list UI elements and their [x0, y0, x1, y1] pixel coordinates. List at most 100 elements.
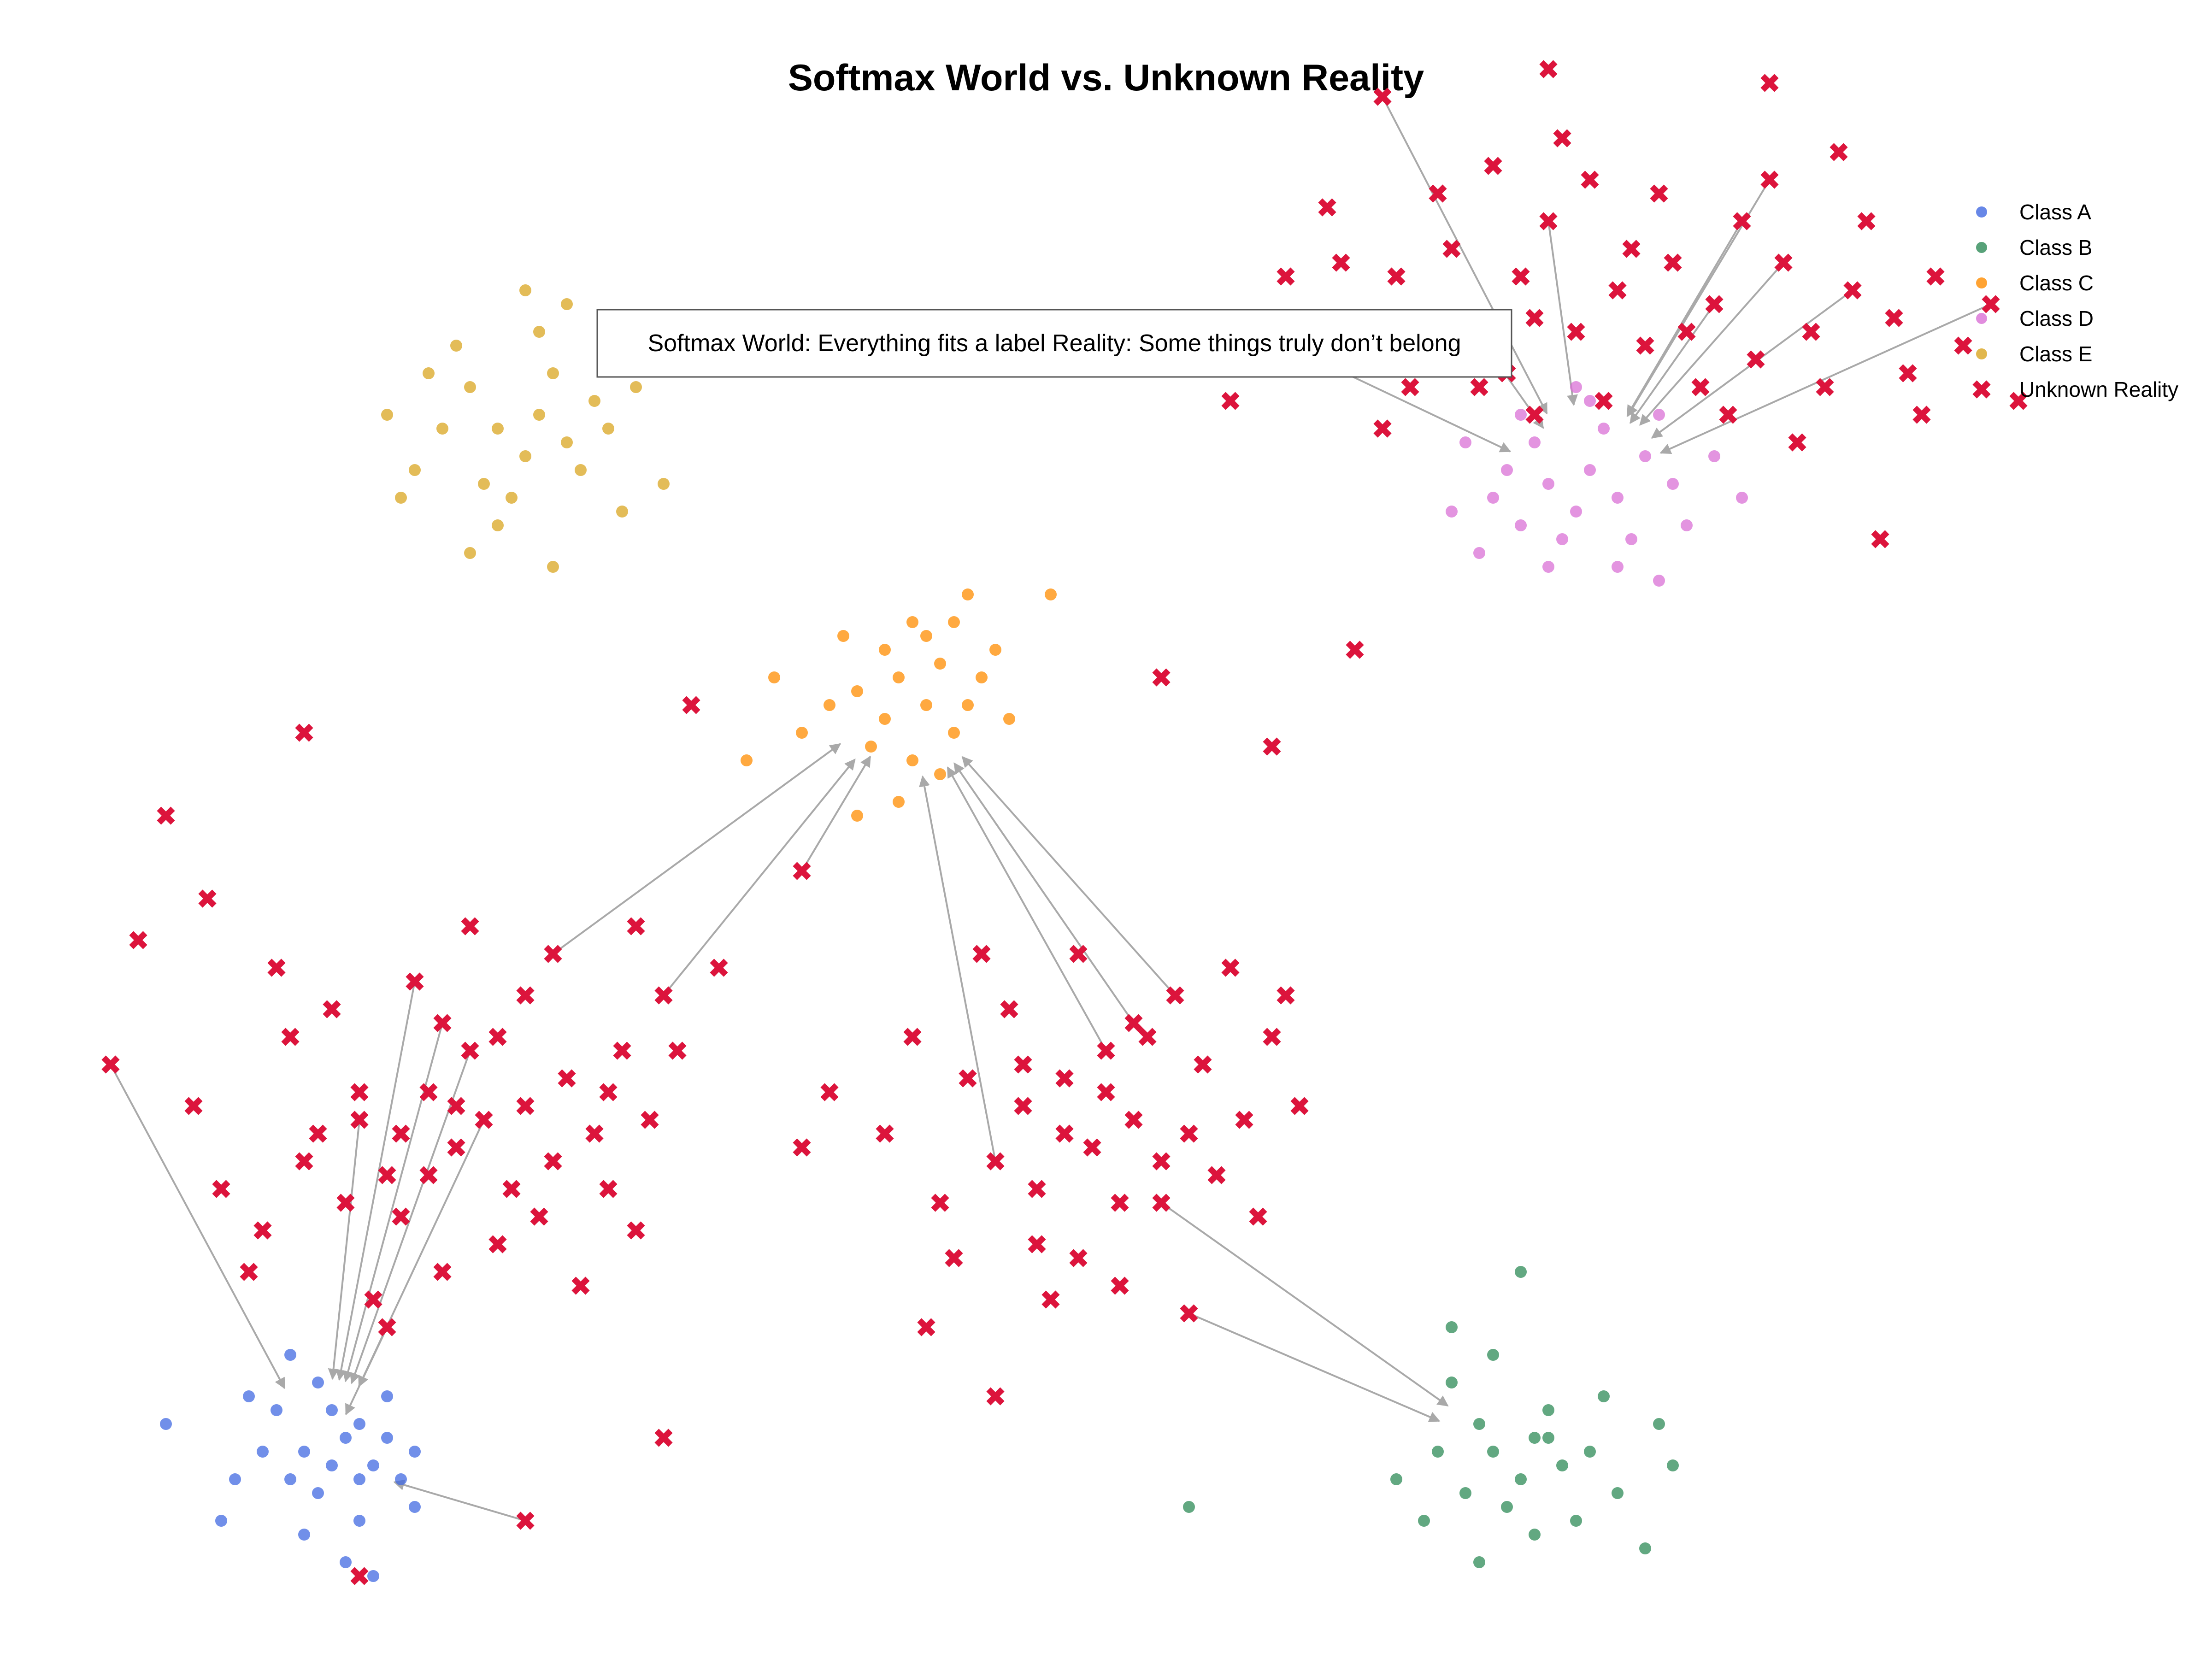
- unknown-reality-point: [1014, 1097, 1032, 1115]
- unknown-reality-point: [419, 1083, 438, 1101]
- class-d-point: [1653, 575, 1665, 587]
- class-c-point: [934, 768, 946, 780]
- unknown-reality-point: [668, 1041, 687, 1060]
- class-c-point: [962, 699, 974, 711]
- unknown-reality-point: [627, 1221, 645, 1240]
- assignment-arrow: [1160, 1202, 1449, 1407]
- assignment-arrow: [801, 755, 871, 872]
- legend-marker-class-e: [1976, 348, 1987, 359]
- class-c-point: [851, 685, 863, 697]
- assignment-arrows: [110, 96, 1991, 1522]
- class-b-point: [1459, 1487, 1471, 1499]
- class-a-point: [409, 1501, 421, 1513]
- class-a-point: [257, 1446, 269, 1458]
- class-e-point: [464, 547, 476, 559]
- unknown-reality-point: [1373, 88, 1392, 106]
- legend-marker-class-d: [1976, 313, 1987, 324]
- unknown-reality-point: [1346, 641, 1364, 659]
- unknown-reality-point: [1277, 986, 1295, 1005]
- class-c-point: [893, 671, 905, 683]
- unknown-reality-point: [488, 1235, 507, 1253]
- unknown-reality-point: [544, 945, 562, 963]
- unknown-reality-point: [1290, 1097, 1309, 1115]
- class-c-point: [920, 630, 932, 642]
- class-a-point: [353, 1473, 365, 1485]
- unknown-reality-point: [101, 1055, 120, 1074]
- unknown-reality-point: [986, 1387, 1005, 1406]
- unknown-reality-point: [502, 1180, 521, 1198]
- unknown-reality-point: [613, 1041, 631, 1060]
- class-c-point: [976, 671, 988, 683]
- unknown-reality-point: [1429, 184, 1447, 203]
- unknown-reality-point: [1277, 267, 1295, 286]
- assignment-arrow: [345, 1327, 388, 1416]
- unknown-reality-point: [972, 945, 991, 963]
- class-a-point: [312, 1487, 324, 1499]
- unknown-reality-point: [1055, 1124, 1074, 1143]
- unknown-reality-point: [378, 1166, 396, 1184]
- unknown-reality-point: [1221, 959, 1240, 977]
- assignment-arrow: [110, 1064, 286, 1389]
- class-b-point: [1570, 1515, 1582, 1527]
- class-a-point: [160, 1418, 172, 1430]
- class-c-point: [1045, 588, 1057, 600]
- annotation-text: Softmax World: Everything fits a label R…: [647, 330, 1461, 357]
- unknown-reality-point: [1857, 212, 1876, 230]
- assignment-arrow: [1630, 303, 1715, 424]
- class-c-point: [768, 671, 780, 683]
- legend-item-class-a: Class A: [1976, 200, 2091, 224]
- unknown-reality-point: [1014, 1055, 1032, 1074]
- unknown-reality-point: [1830, 143, 1848, 161]
- unknown-reality-point: [1263, 737, 1281, 756]
- class-e-point: [492, 519, 504, 531]
- unknown-reality-point: [1677, 323, 1696, 341]
- unknown-reality-point: [654, 986, 673, 1005]
- unknown-reality-point: [1512, 267, 1530, 286]
- unknown-reality-point: [253, 1221, 272, 1240]
- unknown-reality-point: [544, 1152, 562, 1171]
- unknown-reality-point: [1069, 945, 1088, 963]
- unknown-reality-point: [1581, 171, 1599, 189]
- unknown-reality-point: [1263, 1028, 1281, 1046]
- unknown-reality-point: [1152, 1152, 1171, 1171]
- legend-label-unknown-reality: Unknown Reality: [2019, 377, 2178, 401]
- unknown-reality-point: [461, 917, 479, 935]
- unknown-reality-point: [447, 1138, 465, 1157]
- class-d-point: [1446, 506, 1458, 518]
- unknown-reality-point: [1843, 281, 1862, 300]
- class-d-point: [1612, 561, 1624, 573]
- legend-item-class-d: Class D: [1976, 306, 2094, 330]
- legend-label-class-c: Class C: [2019, 271, 2094, 295]
- unknown-reality-point: [198, 889, 217, 908]
- unknown-reality-point: [1747, 350, 1765, 369]
- unknown-reality-point: [1664, 253, 1682, 272]
- class-b-point: [1639, 1542, 1651, 1554]
- assignment-arrow: [328, 1119, 360, 1380]
- class-a-point: [353, 1515, 365, 1527]
- legend-item-class-e: Class E: [1976, 342, 2092, 366]
- class-a-point: [340, 1556, 352, 1568]
- class-b-point: [1515, 1473, 1527, 1485]
- class-c-point: [824, 699, 835, 711]
- class-c-point: [879, 713, 891, 725]
- legend-marker-class-c: [1976, 277, 1987, 288]
- unknown-reality-point: [1594, 392, 1613, 410]
- class-a-point: [326, 1459, 338, 1471]
- class-e-point: [519, 284, 531, 296]
- class-e-point: [381, 409, 393, 421]
- unknown-reality-point: [1705, 295, 1724, 313]
- class-b-point: [1487, 1349, 1499, 1361]
- class-a-point: [409, 1446, 421, 1458]
- unknown-reality-point: [1788, 433, 1806, 452]
- class-a-point: [367, 1570, 379, 1582]
- class-b-point: [1418, 1515, 1430, 1527]
- unknown-reality-point: [571, 1277, 590, 1295]
- unknown-reality-point: [1608, 281, 1627, 300]
- unknown-reality-point: [184, 1097, 203, 1115]
- assignment-arrow: [1659, 303, 1991, 454]
- class-b-point: [1542, 1404, 1554, 1416]
- annotation-box: Softmax World: Everything fits a label R…: [596, 309, 1512, 378]
- unknown-reality-point: [793, 862, 811, 880]
- class-e-point: [561, 298, 573, 310]
- assignment-arrow: [961, 756, 1176, 996]
